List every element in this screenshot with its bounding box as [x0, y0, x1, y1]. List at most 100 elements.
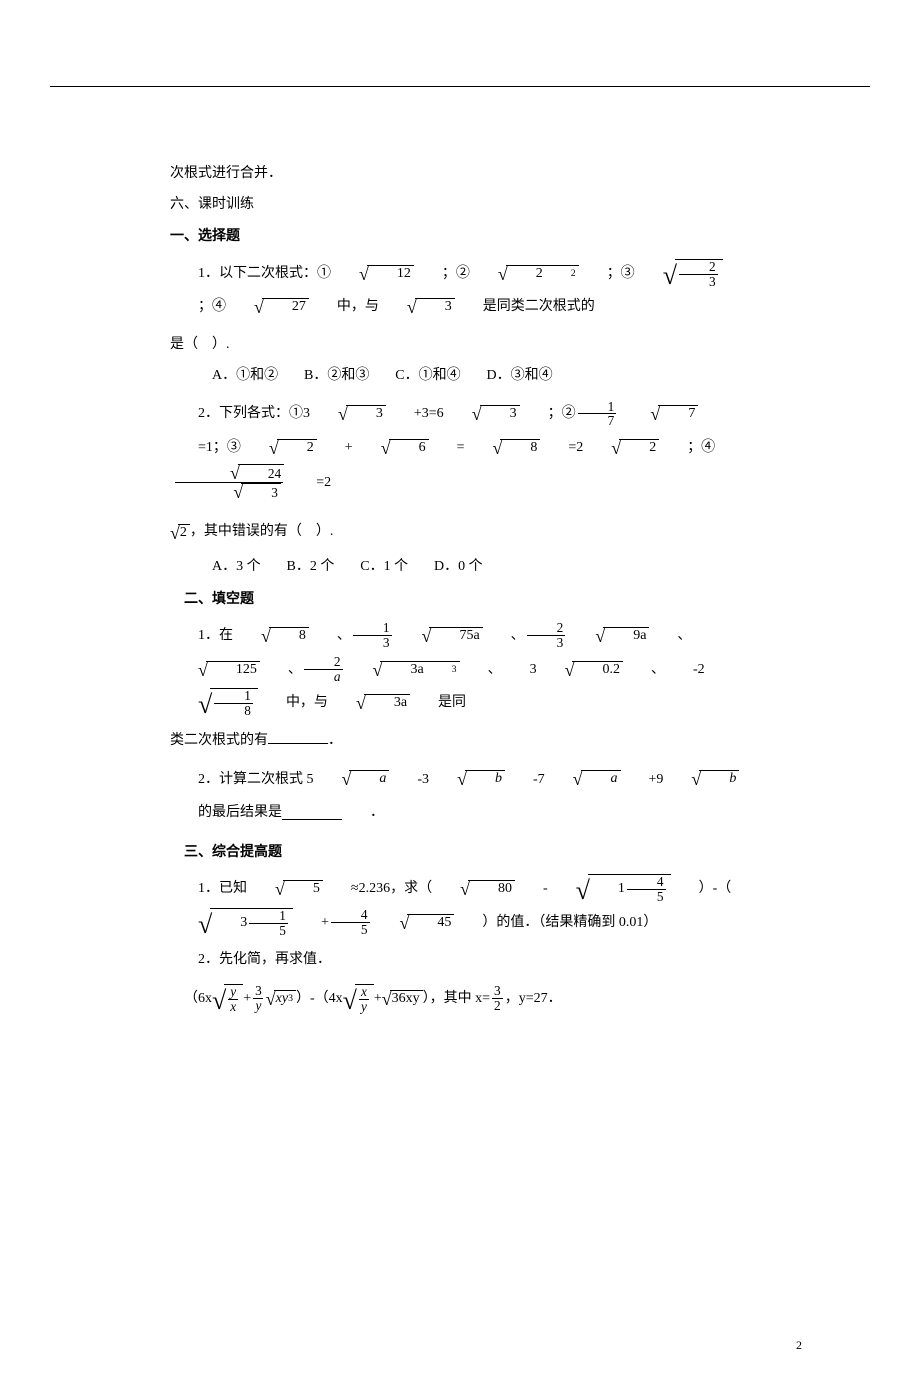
- train-heading: 六、课时训练: [170, 192, 755, 219]
- q1-1-tail: 是（ ）.: [170, 332, 755, 359]
- sqrt-xy3: √xy3: [266, 990, 296, 1008]
- optB: B．②和③: [304, 368, 369, 383]
- sep: 、: [623, 653, 665, 687]
- text: ≈2.236，求（: [323, 872, 432, 906]
- sep: 、: [260, 653, 302, 687]
- sep: 、: [483, 619, 525, 653]
- text: +: [317, 431, 353, 465]
- sqrt-2b: √2: [583, 439, 659, 457]
- optC: C．①和④: [395, 368, 460, 383]
- sqrt-3a: √3a: [328, 694, 410, 712]
- text: 2．下列各式：①3: [170, 397, 310, 431]
- text: =1；③: [170, 431, 241, 465]
- section3-heading: 三、综合提高题: [170, 838, 755, 865]
- text: 1．以下二次根式：①: [170, 257, 331, 291]
- sqrt-2c: √2: [170, 524, 190, 542]
- frac-4-5: 45: [331, 908, 370, 937]
- sqrt-9a: √9a: [567, 627, 649, 645]
- text: 中，与: [258, 686, 328, 720]
- text: 是同类二次根式的: [455, 290, 595, 324]
- sqrt-02: √0.2: [537, 661, 623, 679]
- sep: 、: [460, 653, 502, 687]
- frac-3-2: 32: [492, 984, 503, 1013]
- sqrt-x-y: √xy: [343, 984, 374, 1014]
- text: +9: [621, 763, 664, 797]
- text: ；④: [170, 290, 226, 324]
- text: 2．计算二次根式 5: [170, 763, 314, 797]
- sqrt-5: √5: [247, 880, 323, 898]
- continuation-line: 次根式进行合并．: [170, 161, 755, 188]
- text: （6x: [184, 982, 212, 1016]
- sqrt-7: √7: [622, 405, 698, 423]
- optD: D．③和④: [486, 368, 552, 383]
- text: ；②: [414, 257, 470, 291]
- q2-1: 1．在 √8 、 13 √75a 、 23 √9a 、 √125 、 2a √3…: [170, 619, 755, 720]
- sqrt-2a: √2: [241, 439, 317, 457]
- sqrt-a1: √a: [314, 770, 390, 788]
- frac-3-y: 3y: [253, 984, 264, 1013]
- text: -7: [505, 763, 545, 797]
- q2-1-line2: 类二次根式的有 ．: [170, 728, 755, 755]
- text: 是同: [410, 686, 466, 720]
- sqrt-1-4-5: √145: [548, 874, 671, 904]
- section2-heading: 二、填空题: [170, 585, 755, 612]
- q1-2-cont: √2 ，其中错误的有（ ）.: [170, 519, 333, 546]
- text: +3=6: [386, 397, 444, 431]
- sqrt-36xy: √36xy: [382, 990, 423, 1008]
- blank: [268, 729, 328, 744]
- sqrt-8: √8: [465, 439, 541, 457]
- text: -: [515, 872, 548, 906]
- text: ．: [342, 796, 384, 830]
- q2-2: 2．计算二次根式 5 √a -3 √b -7 √a +9 √b 的最后结果是 ．: [170, 763, 755, 830]
- frac-2-a: 2a: [304, 655, 343, 684]
- frac-1-7: 17: [578, 400, 617, 429]
- sqrt-8b: √8: [233, 627, 309, 645]
- frac-2-3: 23: [527, 621, 566, 650]
- sqrt-1-8: √18: [170, 688, 258, 718]
- sqrt-3a3: √3a3: [345, 661, 460, 679]
- text: =: [429, 431, 465, 465]
- text: ；②: [520, 397, 576, 431]
- text: 1．已知: [170, 872, 247, 906]
- sqrt-2over3: √23: [635, 259, 723, 289]
- text: ；③: [579, 257, 635, 291]
- sqrt-b1: √b: [429, 770, 505, 788]
- text: 的最后结果是: [170, 796, 282, 830]
- text: ，其中错误的有（ ）.: [190, 519, 334, 546]
- text: +: [293, 906, 329, 940]
- text: 1．在: [170, 619, 233, 653]
- text: -3: [389, 763, 429, 797]
- sqrt-75a: √75a: [394, 627, 483, 645]
- text: +: [374, 982, 382, 1016]
- q3-2: 2．先化简，再求值．: [170, 947, 755, 974]
- sqrt-y-x: √yx: [212, 984, 243, 1014]
- text: ）-（4x: [296, 982, 343, 1016]
- sqrt-b2: √b: [663, 770, 739, 788]
- text: 类二次根式的有: [170, 733, 268, 748]
- sep: 、: [309, 619, 351, 653]
- sqrt-80: √80: [432, 880, 515, 898]
- optB: B．2 个: [287, 559, 335, 574]
- sqrt-3: √3: [379, 298, 455, 316]
- q1-1-options: A．①和② B．②和③ C．①和④ D．③和④: [170, 363, 755, 390]
- text: ）-（: [671, 872, 732, 906]
- blank: [282, 805, 342, 820]
- optC: C．1 个: [360, 559, 408, 574]
- page-number: 2: [796, 1338, 802, 1353]
- sqrt-45: √45: [372, 914, 455, 932]
- frac-1-3: 13: [353, 621, 392, 650]
- section1-heading: 一、选择题: [170, 222, 755, 249]
- text: =2: [540, 431, 583, 465]
- sqrt-3-1-5: √315: [170, 908, 293, 938]
- sqrt-12: √12: [331, 265, 414, 283]
- optD: D．0 个: [434, 559, 483, 574]
- text: ．: [328, 733, 342, 748]
- sqrt-6: √6: [353, 439, 429, 457]
- text: ，y=27．: [505, 982, 562, 1016]
- text: =2: [288, 466, 331, 500]
- optA: A．①和②: [212, 368, 278, 383]
- q1-1: 1．以下二次根式：① √12 ；② √22 ；③ √23 ；④ √27 中，与 …: [170, 257, 755, 324]
- sqrt-a2: √a: [545, 770, 621, 788]
- sqrt-125: √125: [170, 661, 260, 679]
- q1-2-options: A．3 个 B．2 个 C．1 个 D．0 个: [170, 554, 755, 581]
